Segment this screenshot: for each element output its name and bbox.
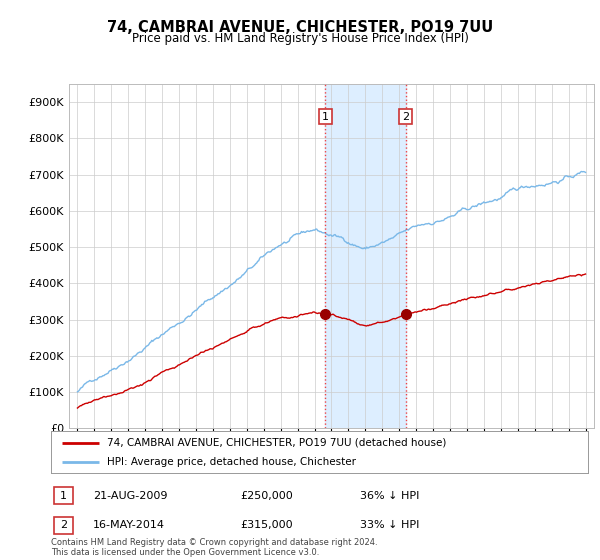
- Text: £250,000: £250,000: [240, 491, 293, 501]
- Text: 21-AUG-2009: 21-AUG-2009: [93, 491, 167, 501]
- Text: 74, CAMBRAI AVENUE, CHICHESTER, PO19 7UU: 74, CAMBRAI AVENUE, CHICHESTER, PO19 7UU: [107, 20, 493, 35]
- Text: 2: 2: [60, 520, 67, 530]
- Text: £315,000: £315,000: [240, 520, 293, 530]
- Text: 36% ↓ HPI: 36% ↓ HPI: [360, 491, 419, 501]
- Text: 1: 1: [60, 491, 67, 501]
- Bar: [325, 84, 406, 428]
- Text: 1: 1: [322, 111, 329, 122]
- Text: 74, CAMBRAI AVENUE, CHICHESTER, PO19 7UU (detached house): 74, CAMBRAI AVENUE, CHICHESTER, PO19 7UU…: [107, 438, 447, 448]
- Text: Price paid vs. HM Land Registry's House Price Index (HPI): Price paid vs. HM Land Registry's House …: [131, 32, 469, 45]
- Text: Contains HM Land Registry data © Crown copyright and database right 2024.
This d: Contains HM Land Registry data © Crown c…: [51, 538, 377, 557]
- Text: 2: 2: [402, 111, 409, 122]
- Text: 16-MAY-2014: 16-MAY-2014: [93, 520, 165, 530]
- Text: 33% ↓ HPI: 33% ↓ HPI: [360, 520, 419, 530]
- Text: HPI: Average price, detached house, Chichester: HPI: Average price, detached house, Chic…: [107, 458, 356, 467]
